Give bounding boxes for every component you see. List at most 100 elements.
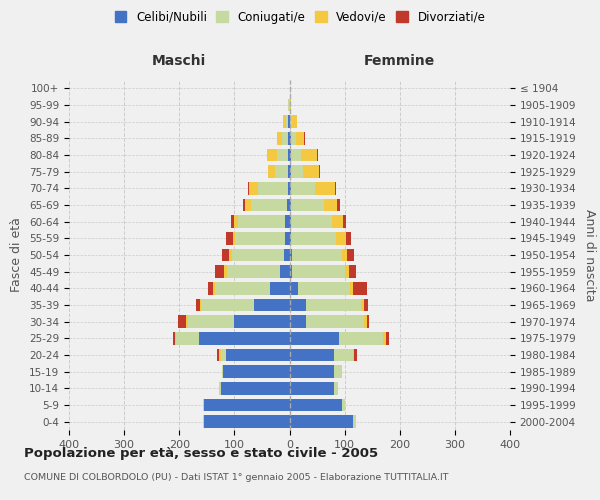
Bar bbox=[290, 232, 336, 244]
Bar bbox=[283, 116, 290, 128]
Bar bbox=[204, 416, 290, 428]
Bar bbox=[226, 349, 290, 361]
Bar bbox=[290, 99, 291, 112]
Bar bbox=[290, 298, 368, 311]
Bar bbox=[173, 332, 290, 344]
Bar bbox=[290, 282, 367, 294]
Bar bbox=[251, 198, 290, 211]
Bar bbox=[203, 399, 290, 411]
Bar bbox=[290, 416, 356, 428]
Bar bbox=[203, 399, 290, 411]
Bar bbox=[290, 399, 344, 411]
Bar bbox=[290, 298, 364, 311]
Bar bbox=[290, 216, 346, 228]
Bar bbox=[290, 232, 346, 244]
Bar bbox=[220, 382, 290, 394]
Bar bbox=[290, 366, 334, 378]
Bar bbox=[290, 116, 296, 128]
Bar bbox=[290, 316, 364, 328]
Bar bbox=[290, 266, 349, 278]
Bar bbox=[290, 316, 367, 328]
Bar bbox=[231, 216, 290, 228]
Bar bbox=[290, 248, 292, 261]
Bar bbox=[290, 332, 339, 344]
Bar bbox=[290, 366, 342, 378]
Y-axis label: Fasce di età: Fasce di età bbox=[10, 218, 23, 292]
Bar bbox=[290, 149, 318, 161]
Bar bbox=[290, 216, 343, 228]
Bar bbox=[217, 349, 290, 361]
Bar bbox=[235, 316, 290, 328]
Bar bbox=[290, 349, 354, 361]
Bar bbox=[290, 366, 342, 378]
Bar bbox=[188, 316, 290, 328]
Bar bbox=[290, 399, 344, 411]
Bar bbox=[290, 266, 344, 278]
Bar bbox=[290, 182, 335, 194]
Bar bbox=[290, 166, 320, 178]
Bar bbox=[290, 282, 353, 294]
Bar bbox=[289, 99, 290, 112]
Bar bbox=[290, 298, 306, 311]
Bar bbox=[288, 99, 290, 112]
Bar bbox=[290, 149, 301, 161]
Bar bbox=[290, 332, 389, 344]
Bar bbox=[290, 198, 323, 211]
Bar bbox=[248, 182, 290, 194]
Bar bbox=[290, 399, 342, 411]
Bar bbox=[290, 298, 361, 311]
Bar bbox=[290, 166, 319, 178]
Bar bbox=[202, 298, 290, 311]
Bar bbox=[290, 399, 344, 411]
Bar bbox=[290, 132, 305, 144]
Bar bbox=[290, 382, 338, 394]
Bar bbox=[290, 349, 353, 361]
Bar bbox=[235, 232, 290, 244]
Bar bbox=[233, 232, 290, 244]
Bar bbox=[257, 182, 290, 194]
Bar bbox=[290, 149, 317, 161]
Bar bbox=[221, 349, 290, 361]
Bar bbox=[203, 416, 290, 428]
Bar bbox=[270, 282, 290, 294]
Bar bbox=[290, 382, 334, 394]
Bar bbox=[290, 416, 356, 428]
Bar bbox=[208, 282, 290, 294]
Bar bbox=[283, 116, 290, 128]
Bar bbox=[290, 116, 292, 128]
Bar bbox=[290, 182, 316, 194]
Bar bbox=[245, 198, 290, 211]
Bar bbox=[290, 382, 338, 394]
Bar bbox=[203, 399, 290, 411]
Bar bbox=[232, 248, 290, 261]
Bar bbox=[277, 132, 290, 144]
Bar bbox=[222, 248, 290, 261]
Bar bbox=[290, 116, 296, 128]
Bar bbox=[277, 132, 290, 144]
Bar bbox=[220, 382, 290, 394]
Bar bbox=[238, 216, 290, 228]
Bar bbox=[204, 399, 290, 411]
Bar bbox=[285, 216, 290, 228]
Bar bbox=[222, 366, 290, 378]
Bar bbox=[275, 166, 290, 178]
Bar bbox=[196, 298, 290, 311]
Bar bbox=[226, 232, 290, 244]
Bar bbox=[290, 316, 306, 328]
Bar bbox=[214, 282, 290, 294]
Bar bbox=[203, 416, 290, 428]
Bar bbox=[176, 332, 290, 344]
Bar bbox=[178, 316, 290, 328]
Bar bbox=[223, 366, 290, 378]
Bar bbox=[229, 248, 290, 261]
Bar bbox=[290, 166, 303, 178]
Bar bbox=[290, 382, 338, 394]
Bar bbox=[215, 266, 290, 278]
Bar bbox=[282, 132, 290, 144]
Bar bbox=[199, 332, 290, 344]
Bar bbox=[290, 332, 383, 344]
Bar bbox=[224, 266, 290, 278]
Bar bbox=[290, 132, 296, 144]
Bar bbox=[280, 266, 290, 278]
Bar bbox=[268, 166, 290, 178]
